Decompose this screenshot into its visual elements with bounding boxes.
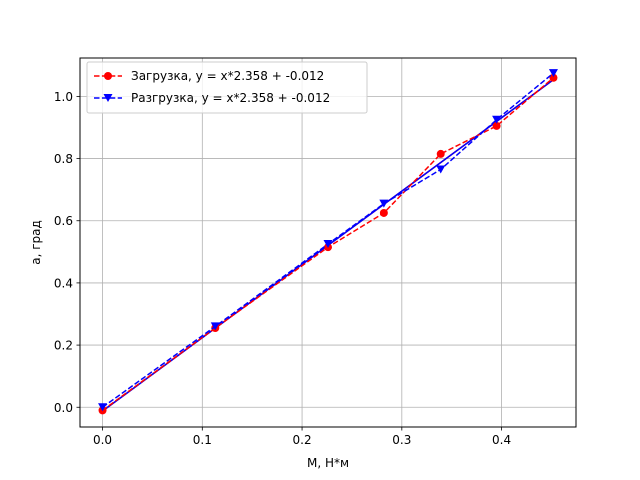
data-point xyxy=(549,73,558,82)
data-point xyxy=(436,165,446,174)
x-axis-label: M, Н*м xyxy=(307,456,349,470)
x-tick-label: 0.1 xyxy=(193,433,212,447)
y-tick-label: 0.0 xyxy=(54,401,73,415)
data-point xyxy=(436,149,445,158)
x-axis-ticks: 0.0 0.1 0.2 0.3 0.4 xyxy=(93,427,511,447)
y-tick-label: 0.8 xyxy=(54,152,73,166)
x-tick-label: 0.2 xyxy=(293,433,312,447)
data-point xyxy=(492,121,501,130)
y-axis-label: a, град xyxy=(29,220,43,265)
data-point xyxy=(210,322,220,331)
y-tick-label: 0.4 xyxy=(54,276,73,290)
data-point xyxy=(548,69,558,78)
y-axis-ticks: 0.0 0.2 0.4 0.6 0.8 1.0 xyxy=(54,90,80,415)
legend-label-unloading: Разгрузка, y = x*2.358 + -0.012 xyxy=(131,91,330,105)
data-point xyxy=(492,115,502,124)
x-tick-label: 0.3 xyxy=(392,433,411,447)
x-tick-label: 0.0 xyxy=(93,433,112,447)
y-tick-label: 0.6 xyxy=(54,214,73,228)
x-tick-label: 0.4 xyxy=(492,433,511,447)
plot-frame xyxy=(79,57,577,428)
legend-marker-loading xyxy=(104,72,112,80)
data-point xyxy=(98,403,108,412)
y-tick-label: 0.2 xyxy=(54,339,73,353)
legend-marker-unloading xyxy=(103,94,113,102)
legend-box xyxy=(86,61,368,114)
data-point xyxy=(323,240,333,249)
data-series xyxy=(98,69,558,415)
legend-label-loading: Загрузка, y = x*2.358 + -0.012 xyxy=(131,69,324,83)
y-tick-label: 1.0 xyxy=(54,90,73,104)
data-point xyxy=(379,199,389,208)
series-1 xyxy=(98,69,558,412)
data-point xyxy=(379,208,388,217)
legend: Загрузка, y = x*2.358 + -0.012 Разгрузка… xyxy=(86,61,368,114)
